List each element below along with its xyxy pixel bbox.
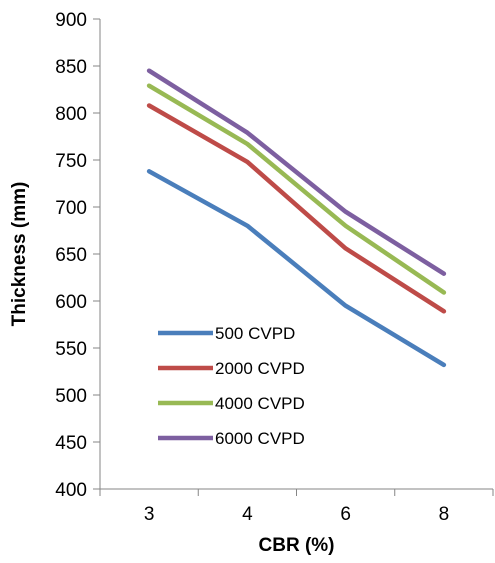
y-tick-label: 700 (55, 198, 87, 219)
legend-label: 4000 CVPD (215, 394, 305, 413)
series-lines (146, 68, 447, 368)
series-line-3 (146, 83, 447, 295)
x-axis-title: CBR (%) (259, 535, 335, 556)
series-line-2 (146, 103, 447, 314)
y-tick-label: 550 (55, 339, 87, 360)
x-tick-label: 4 (242, 504, 253, 525)
x-tick-label: 6 (340, 504, 351, 525)
series-line-4 (146, 68, 447, 276)
legend-label: 500 CVPD (215, 324, 295, 343)
axes: 400 450 500 550 600 650 700 750 800 850 900 3 4 6 8 (55, 10, 494, 525)
y-tick-label: 750 (55, 151, 87, 172)
legend-label: 6000 CVPD (215, 429, 305, 448)
x-tick-label: 3 (144, 504, 155, 525)
y-tick-label: 450 (55, 433, 87, 454)
y-axis-title: Thickness (mm) (9, 182, 30, 327)
y-tick-label: 850 (55, 57, 87, 78)
y-tick-label: 600 (55, 292, 87, 313)
x-tick-label: 8 (439, 504, 450, 525)
y-tick-label: 400 (55, 480, 87, 501)
legend-label: 2000 CVPD (215, 359, 305, 378)
y-tick-label: 800 (55, 104, 87, 125)
y-tick-label: 900 (55, 10, 87, 31)
series-line-1 (146, 169, 447, 368)
legend: 500 CVPD 2000 CVPD 4000 CVPD 6000 CVPD (158, 324, 305, 448)
y-tick-label: 650 (55, 245, 87, 266)
y-tick-label: 500 (55, 386, 87, 407)
